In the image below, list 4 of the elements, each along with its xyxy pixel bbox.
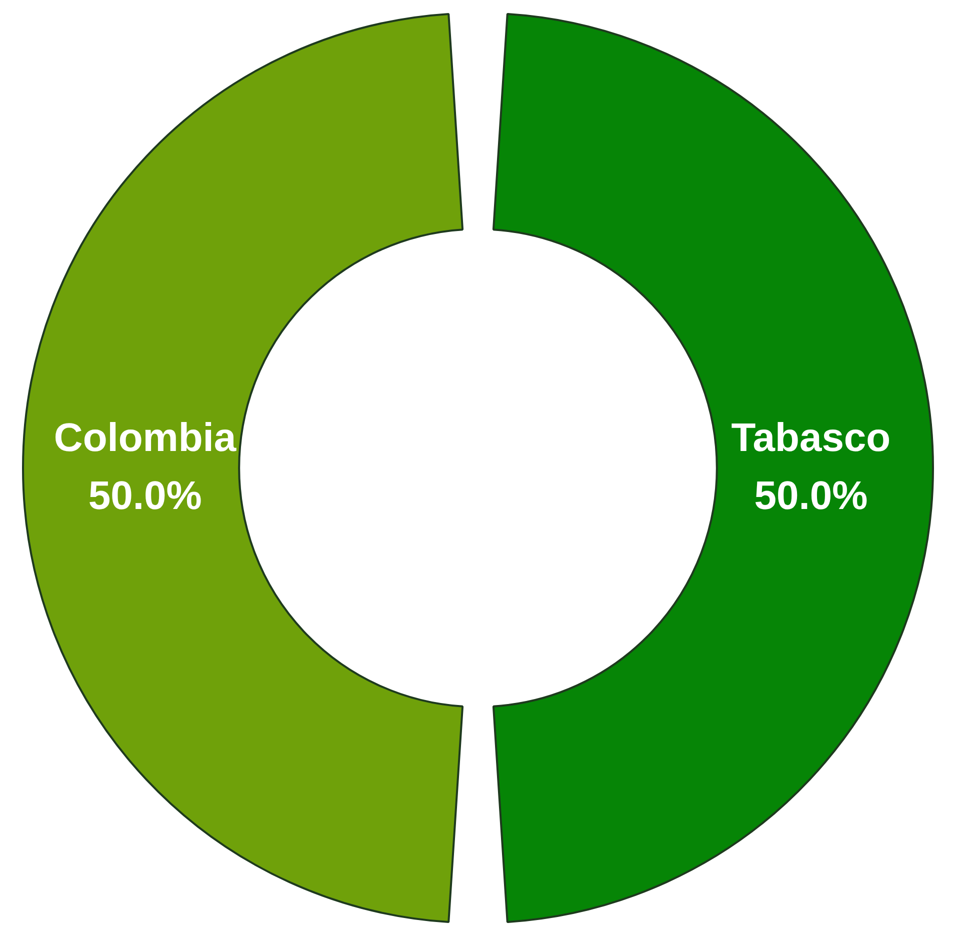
data-label: 50.0% <box>88 474 202 518</box>
data-label: 50.0% <box>754 474 868 518</box>
slice-label: Tabasco <box>731 416 891 460</box>
slice-label: Colombia <box>54 416 237 460</box>
